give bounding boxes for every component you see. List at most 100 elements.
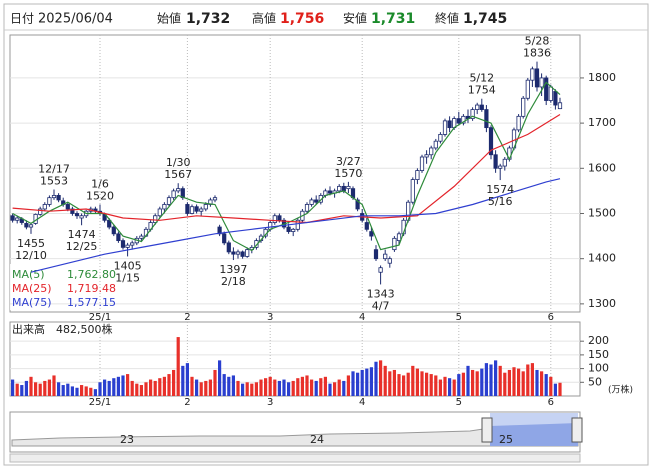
candle-body [502,158,507,167]
candle-body [355,199,360,210]
candle-body [286,226,291,232]
volume-bar [195,379,199,396]
volume-bar [149,379,153,396]
volume-bar [204,380,208,396]
x-tick-label: 6 [548,397,554,408]
x-tick-label: 2 [184,312,190,323]
candle-body [383,253,388,260]
annotation-label: 5/28 [525,35,550,48]
volume-bar [282,379,286,396]
volume-bar [388,371,392,396]
candle-body [534,68,540,88]
candle-body [24,223,29,228]
candle-body [424,154,429,158]
candle-body [521,97,526,117]
volume-bar [466,365,470,396]
high-value: 1,756 [280,11,324,27]
volume-bar [126,374,130,396]
x-tick-label: 5 [456,397,462,408]
navigator-label: 24 [310,433,324,446]
legend-name: MA(25) [12,282,52,295]
candle-body [548,86,553,101]
volume-bar [512,367,516,396]
volume-bar [112,378,116,396]
candle-body [470,109,475,119]
volume-bar [103,379,107,396]
candle-body [272,215,277,223]
candle-body [346,185,351,190]
volume-bar [199,382,203,396]
candle-body [38,208,43,215]
volume-bar [38,383,42,396]
volume-bar [264,378,268,396]
legend-value: 1,577.15 [67,296,116,309]
candle-body [277,215,282,221]
candle-body [327,190,333,194]
annotation-value: 1343 [367,287,395,300]
low-value: 1,731 [371,11,415,27]
candle-body [212,197,218,201]
x-tick-label: 4 [359,397,365,408]
volume-bar [535,369,539,396]
navigator-label: 23 [120,433,134,446]
volume-bar [241,383,245,396]
volume-bar [521,371,525,396]
volume-bar [11,379,15,396]
volume-bar [540,371,544,396]
volume-bar [66,383,70,396]
y-tick-label: 1500 [588,206,616,219]
volume-bar [24,380,28,396]
annotation-value: 1405 [114,259,142,272]
scrollbar[interactable] [9,453,581,463]
candle-body [240,251,245,257]
candle-body [203,204,208,210]
candle-body [341,185,346,192]
volume-bar [305,375,309,396]
candle-body [130,242,135,246]
volume-bar [517,368,521,396]
candle-body [488,127,494,156]
volume-bar [227,376,231,396]
candle-body [553,91,558,106]
candle-body [10,215,15,221]
volume-bar [277,380,281,396]
volume-bar [268,376,272,396]
candle-body [493,154,498,169]
candle-body [42,204,47,210]
navigator-handle-right[interactable] [571,417,583,443]
x-tick-label: 3 [267,312,273,323]
candle-body [291,228,296,232]
candle-body [74,213,80,217]
navigator-handle-left[interactable] [481,417,493,443]
volume-bar [328,383,332,396]
volume-bar [319,378,323,396]
volume-value: 482,500株 [56,322,113,336]
volume-bar [121,375,125,396]
close-label: 終値 [435,11,459,26]
volume-bar [461,372,465,396]
volume-bar [323,376,327,396]
volume-bar [259,379,263,396]
x-tick-label: 6 [548,312,554,323]
annotation-value: 1520 [86,189,114,202]
volume-bar [47,379,51,396]
volume-bar [222,374,226,396]
candle-body [111,226,116,235]
candle-body [396,233,402,242]
volume-bar [34,382,38,396]
candle-body [120,240,126,248]
candle-body [162,204,167,210]
candle-body [189,206,195,214]
volume-bar [443,376,447,396]
volume-bar [273,379,277,396]
volume-bar [287,382,291,396]
candle-body [245,249,250,257]
volume-bar [181,365,185,396]
volume-bar [80,385,84,396]
volume-bar [98,382,102,396]
volume-bar [452,379,456,396]
candle-body [226,242,231,253]
volume-bar [489,364,493,396]
volume-bar [158,378,162,396]
